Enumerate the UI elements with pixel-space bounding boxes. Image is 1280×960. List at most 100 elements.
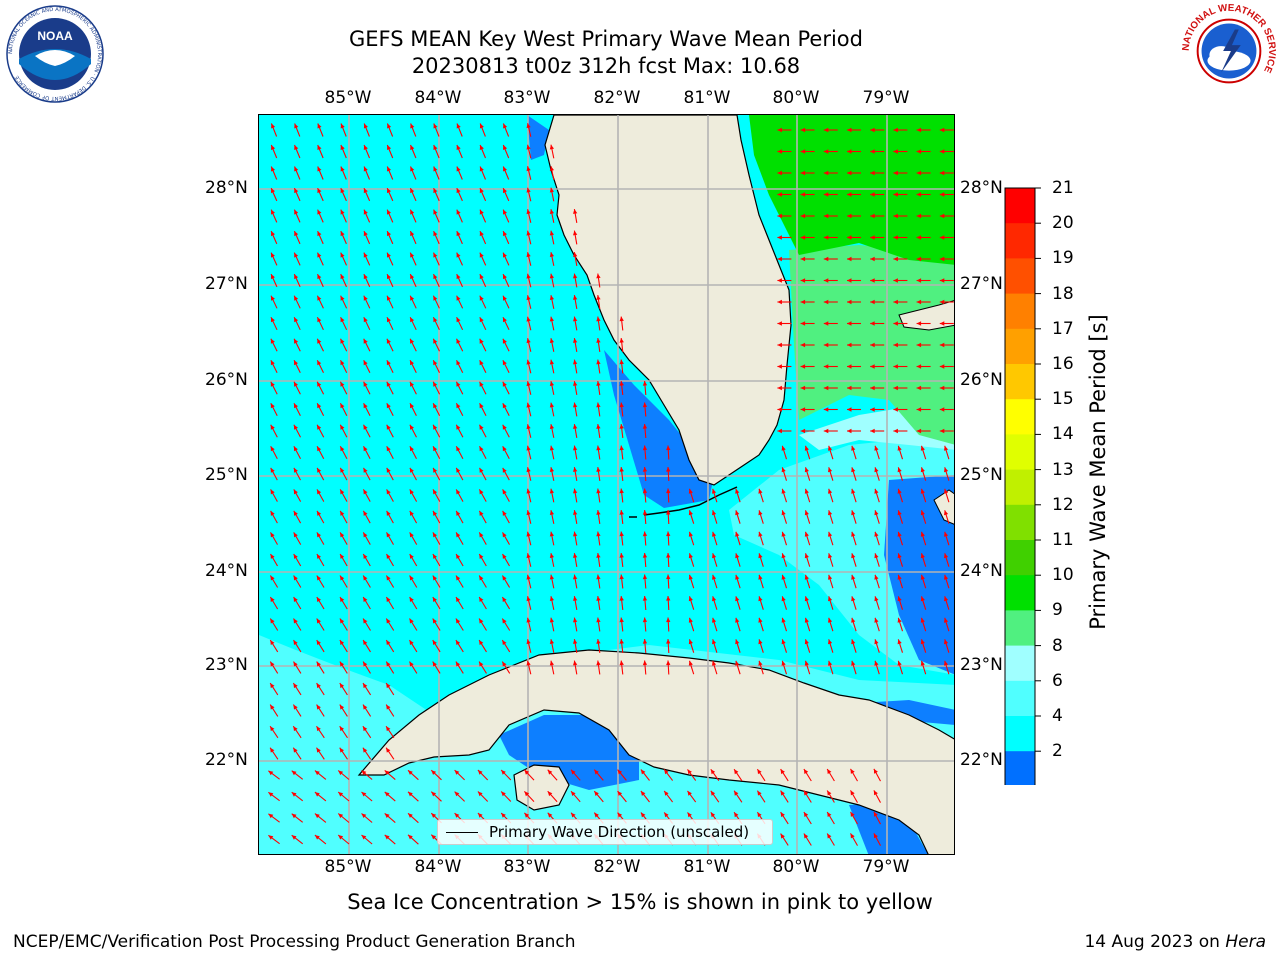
wave-arrow-head [386, 618, 391, 624]
wave-arrow-head [479, 338, 484, 344]
wave-arrow-head [502, 510, 507, 516]
wave-arrow-head [502, 360, 507, 366]
wave-arrow-head [363, 704, 368, 710]
colorbar-tick-label: 4 [1052, 706, 1063, 726]
wave-arrow-head [386, 424, 391, 430]
colorbar-tick-label: 6 [1052, 670, 1063, 691]
wave-arrow-head [270, 704, 275, 710]
wave-arrow-head [804, 553, 809, 559]
wave-arrow-head [619, 596, 624, 601]
legend-line-sample [446, 832, 478, 833]
wave-arrow-head [823, 385, 829, 391]
wave-arrow-head [526, 617, 531, 623]
wave-arrow-head [340, 145, 345, 150]
wave-arrow-head [920, 467, 925, 473]
wave-arrow-head [361, 813, 367, 818]
land-florida [544, 115, 792, 486]
wave-arrow-head [363, 510, 368, 516]
wave-arrow-head [594, 791, 599, 796]
wave-arrow-head [847, 127, 852, 133]
wave-arrow-head [847, 342, 852, 348]
wave-arrow-head [920, 445, 925, 451]
wave-arrow-head [640, 791, 646, 796]
wave-arrow-head [268, 813, 274, 819]
wave-arrow-head [501, 813, 506, 818]
wave-arrow-head [642, 445, 648, 451]
wave-arrow-head [619, 553, 624, 558]
colorbar-segment [1005, 540, 1035, 576]
wave-arrow-head [363, 446, 368, 452]
wave-arrow-head [712, 488, 717, 494]
wave-arrow-head [502, 554, 507, 559]
wave-arrow-head [596, 273, 601, 279]
wave-arrow-head [363, 403, 368, 409]
wave-arrow-head [524, 812, 530, 818]
wave-arrow-head [409, 446, 414, 452]
wave-arrow-head [800, 278, 806, 283]
wave-arrow-head [897, 639, 902, 645]
wave-arrow-head [804, 488, 809, 494]
wave-arrow-head [851, 467, 856, 473]
wave-arrow-head [317, 467, 322, 473]
wave-arrow-head [642, 553, 648, 558]
wave-arrow-head [433, 424, 438, 430]
wave-arrow-head [340, 510, 345, 516]
lat-label-left-25n: 25°N [205, 465, 248, 485]
colorbar-segment [1005, 645, 1035, 682]
ocean-band-2-4s-southeast [849, 803, 928, 854]
florida-keys [629, 486, 738, 518]
wave-arrow-head [828, 445, 833, 451]
wave-arrow-head [363, 532, 368, 538]
wave-arrow-head [317, 274, 322, 280]
colorbar-segment [1005, 223, 1035, 259]
wave-arrow-head [456, 597, 461, 602]
wave-arrow-head [409, 489, 414, 495]
wave-arrow-head [664, 812, 669, 818]
wave-arrow-head [893, 364, 898, 369]
wave-arrow-head [410, 209, 415, 215]
wave-arrow-head [781, 553, 786, 559]
wave-arrow-head [431, 813, 437, 818]
wave-arrow-head [549, 639, 554, 644]
sea-ice-note: Sea Ice Concentration > 15% is shown in … [347, 890, 933, 914]
wave-arrow-head [317, 231, 322, 237]
wave-arrow-head [271, 145, 276, 150]
wave-arrow-head [479, 532, 484, 538]
wave-arrow-head [920, 660, 925, 666]
wave-arrow-head [735, 488, 740, 494]
land-cuba [357, 649, 954, 854]
wave-arrow-head [688, 574, 693, 580]
wave-arrow-head [270, 338, 275, 344]
colorbar-segment [1005, 751, 1035, 785]
lat-label-right-26n: 26°N [960, 370, 1003, 390]
wave-arrow-head [944, 531, 949, 537]
wave-arrow-head [916, 385, 922, 391]
wave-arrow-head [916, 149, 922, 154]
wave-arrow-head [432, 661, 437, 667]
wave-arrow-head [410, 317, 415, 323]
wave-arrow-head [271, 209, 275, 215]
wave-arrow-head [431, 791, 437, 797]
wave-arrow-head [386, 640, 391, 645]
wave-arrow-head [293, 467, 298, 473]
wave-arrow-head [502, 424, 507, 430]
wave-arrow-head [502, 489, 507, 495]
wave-arrow-head [456, 360, 461, 366]
wave-arrow-head [456, 209, 461, 215]
wave-arrow-head [687, 769, 692, 775]
wave-arrow-head [271, 188, 275, 194]
wave-arrow-head [549, 187, 554, 193]
wave-arrow-head [916, 407, 922, 412]
wave-arrow-head [456, 532, 461, 538]
wave-arrow-head [870, 299, 875, 305]
wave-arrow-head [410, 360, 414, 366]
wave-arrow-head [828, 488, 833, 494]
wave-arrow-head [712, 639, 717, 645]
wave-arrow-head [712, 553, 717, 559]
colorbar-tick-label: 9 [1052, 600, 1063, 621]
wave-arrow-head [479, 467, 484, 473]
wave-arrow-head [893, 256, 898, 262]
wave-arrow-head [549, 230, 554, 236]
wave-arrow-head [433, 510, 438, 516]
wave-arrow-head [268, 792, 274, 797]
